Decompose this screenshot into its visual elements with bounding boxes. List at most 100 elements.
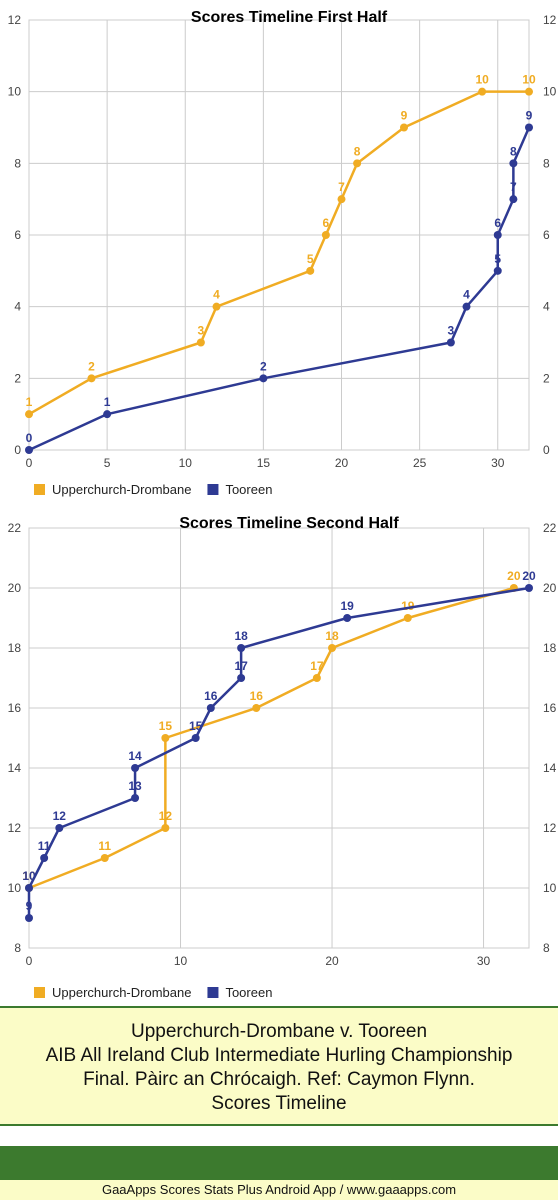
legend-swatch — [207, 987, 219, 998]
data-label: 20 — [507, 569, 521, 583]
x-tick-label: 10 — [179, 456, 193, 470]
data-label: 18 — [234, 629, 248, 643]
series-line — [27, 586, 530, 918]
data-point — [400, 123, 408, 132]
y-tick-label-right: 14 — [543, 761, 557, 775]
data-label: 9 — [401, 109, 408, 123]
data-point — [403, 614, 412, 622]
x-tick-label: 10 — [174, 954, 188, 968]
y-tick-label-left: 18 — [8, 641, 22, 655]
x-tick-label: 0 — [26, 954, 33, 968]
data-label: 6 — [323, 216, 330, 230]
data-label: 16 — [250, 689, 264, 703]
data-label: 2 — [260, 359, 267, 373]
data-label: 11 — [98, 839, 111, 853]
legend-swatch — [34, 484, 45, 495]
legend-label: Tooreen — [225, 482, 272, 497]
data-label: 8 — [354, 144, 361, 158]
data-point — [462, 302, 471, 311]
y-tick-label-left: 10 — [8, 881, 22, 895]
data-label: 10 — [475, 73, 489, 87]
data-point — [306, 266, 315, 275]
first-half-chart: 0 0 2 2 4 4 6 6 8 8 10 10 12 12 0 5 10 15 20 25 30 Scores Tim… — [0, 0, 558, 505]
chart-title: Scores Timeline Second Half — [179, 515, 399, 532]
data-point — [343, 614, 352, 622]
data-label: 9 — [26, 899, 33, 913]
y-tick-label-left: 14 — [8, 761, 22, 775]
data-label: 15 — [189, 719, 203, 733]
data-point — [252, 704, 261, 712]
data-label: 15 — [159, 719, 173, 733]
x-tick-label: 25 — [413, 456, 427, 470]
y-tick-label-right: 10 — [543, 85, 557, 99]
y-tick-label-left: 4 — [14, 300, 21, 314]
data-label: 2 — [88, 359, 95, 373]
y-tick-label-left: 20 — [8, 581, 22, 595]
data-label: 12 — [53, 809, 67, 823]
data-point — [237, 644, 246, 652]
y-tick-label-right: 20 — [543, 581, 557, 595]
plot-frame — [28, 527, 530, 949]
data-point — [493, 266, 502, 275]
data-point — [353, 159, 362, 168]
data-label: 16 — [204, 689, 218, 703]
data-point — [100, 854, 109, 862]
data-point — [478, 87, 487, 96]
data-point — [321, 231, 330, 239]
y-tick-label-right: 12 — [543, 821, 557, 835]
y-tick-label-left: 22 — [8, 521, 22, 535]
y-tick-label-left: 2 — [14, 371, 21, 385]
data-point — [493, 231, 502, 239]
data-label: 18 — [325, 629, 339, 643]
x-tick-label: 5 — [104, 456, 111, 470]
caption-line-teams: Upperchurch-Drombane v. Tooreen — [130, 1021, 428, 1042]
caption-line-competition: AIB All Ireland Club Intermediate Hurlin… — [45, 1045, 513, 1066]
y-tick-label-left: 8 — [14, 941, 21, 955]
data-point — [328, 644, 337, 652]
data-point — [131, 794, 140, 802]
data-point — [25, 446, 33, 454]
series-line — [28, 127, 531, 452]
y-tick-label-right: 10 — [543, 881, 557, 895]
y-tick-label-right: 22 — [543, 521, 557, 535]
x-tick-label: 30 — [491, 456, 505, 470]
data-label: 13 — [128, 779, 142, 793]
footer-credit: GaaApps Scores Stats Plus Android App / … — [0, 1180, 558, 1200]
data-point — [25, 914, 33, 922]
data-point — [55, 824, 64, 832]
legend-label: Upperchurch-Drombane — [52, 482, 191, 497]
data-label: 3 — [448, 324, 455, 338]
y-tick-label-left: 10 — [8, 85, 22, 99]
y-tick-label-left: 12 — [8, 13, 22, 27]
data-label: 17 — [234, 659, 248, 673]
caption-line-title: Scores Timeline — [211, 1093, 347, 1114]
legend-swatch — [207, 484, 219, 495]
data-label: 14 — [128, 749, 142, 763]
data-label: 3 — [198, 324, 205, 338]
y-tick-label-right: 6 — [543, 228, 550, 242]
data-label: 17 — [310, 659, 324, 673]
data-label: 10 — [22, 869, 36, 883]
data-point — [191, 734, 200, 742]
y-tick-label-left: 0 — [14, 443, 21, 457]
y-tick-label-left: 6 — [14, 228, 21, 242]
data-label: 1 — [104, 395, 111, 409]
y-tick-label-right: 0 — [543, 443, 550, 457]
data-point — [87, 374, 96, 383]
data-point — [206, 704, 215, 712]
data-label: 5 — [307, 252, 314, 266]
data-point — [161, 824, 170, 832]
data-point — [212, 302, 221, 311]
data-point — [131, 764, 140, 772]
caption-line-venue: Final. Pàirc an Chrócaigh. Ref: Caymon F… — [83, 1069, 475, 1090]
series-line — [28, 90, 529, 416]
data-label: 6 — [494, 216, 501, 230]
y-tick-label-right: 2 — [543, 371, 550, 385]
y-tick-label-right: 16 — [543, 701, 557, 715]
legend-label: Upperchurch-Drombane — [52, 985, 191, 1000]
data-label: 11 — [38, 839, 51, 853]
data-point — [525, 123, 533, 132]
data-label: 1 — [26, 395, 33, 409]
